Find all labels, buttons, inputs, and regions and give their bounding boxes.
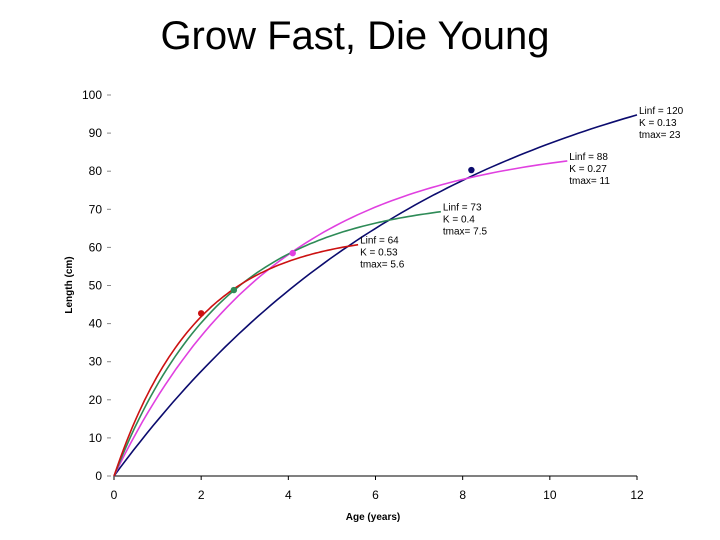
series-label-1-line-2: tmax= 11 xyxy=(569,176,610,187)
series-line-2 xyxy=(113,210,441,477)
series-label-3-line-2: tmax= 5.6 xyxy=(360,260,405,271)
series-label-2-line-1: K = 0.4 xyxy=(443,215,475,226)
y-tick-label: 30 xyxy=(89,355,103,369)
series-line-0 xyxy=(113,114,638,477)
chart-ticks: 0 2 4 6 8 10 12 0 10 20 30 40 50 60 70 80 90 100 xyxy=(82,88,644,502)
series-label-0-line-0: Linf = 120 xyxy=(639,106,684,117)
series-line-3 xyxy=(113,243,359,477)
series-label-1-line-1: K = 0.27 xyxy=(569,164,607,175)
series-marker-3 xyxy=(197,310,205,317)
x-tick-label: 10 xyxy=(543,488,557,502)
y-tick-label: 10 xyxy=(89,431,103,445)
y-tick-label: 90 xyxy=(89,126,103,140)
y-tick-label: 50 xyxy=(89,279,103,293)
series-label-0-line-2: tmax= 23 xyxy=(639,130,681,141)
chart-markers xyxy=(197,166,475,317)
y-tick-label: 80 xyxy=(89,164,103,178)
x-tick-label: 8 xyxy=(459,488,466,502)
y-tick-label: 100 xyxy=(82,88,102,102)
x-tick-label: 0 xyxy=(111,488,118,502)
series-marker-1 xyxy=(289,249,296,257)
x-axis-label: Age (years) xyxy=(346,512,400,523)
y-axis-label: Length (cm) xyxy=(64,256,75,313)
x-tick-label: 6 xyxy=(372,488,379,502)
x-tick-label: 12 xyxy=(630,488,644,502)
slide-title: Grow Fast, Die Young xyxy=(160,14,550,58)
y-tick-label: 70 xyxy=(89,202,103,216)
y-tick-label: 40 xyxy=(89,317,103,331)
x-tick-label: 4 xyxy=(285,488,292,502)
y-tick-label: 0 xyxy=(95,469,102,483)
chart-series-lines xyxy=(113,114,638,477)
series-line-1 xyxy=(113,160,568,477)
series-marker-0 xyxy=(468,166,475,174)
series-label-2-line-0: Linf = 73 xyxy=(443,203,482,214)
series-label-1-line-0: Linf = 88 xyxy=(569,152,608,163)
series-label-2-line-2: tmax= 7.5 xyxy=(443,227,488,238)
series-label-3-line-1: K = 0.53 xyxy=(360,248,398,259)
series-label-3-line-0: Linf = 64 xyxy=(360,236,399,247)
y-tick-label: 20 xyxy=(89,393,103,407)
series-label-0-line-1: K = 0.13 xyxy=(639,118,677,129)
x-tick-label: 2 xyxy=(198,488,205,502)
series-marker-2 xyxy=(230,286,238,294)
y-tick-label: 60 xyxy=(89,240,103,254)
